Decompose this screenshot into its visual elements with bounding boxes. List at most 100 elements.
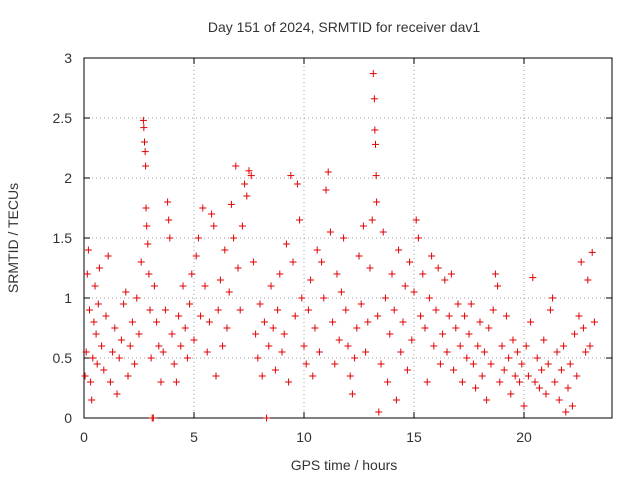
data-point [318, 258, 326, 266]
x-tick-label: 15 [406, 429, 422, 445]
data-point [315, 348, 323, 356]
data-point [247, 172, 255, 180]
data-point [425, 294, 433, 302]
data-point [157, 378, 165, 386]
data-point [141, 138, 148, 146]
data-point [258, 372, 266, 380]
data-point [282, 240, 290, 248]
data-point [232, 162, 240, 170]
y-tick-label: 2 [64, 170, 72, 186]
data-point [186, 300, 194, 308]
data-point [436, 360, 444, 368]
data-point [92, 330, 100, 338]
data-point [104, 252, 112, 260]
data-point [588, 248, 596, 256]
data-point [522, 342, 530, 350]
data-point [357, 300, 365, 308]
data-point [469, 360, 477, 368]
data-point [507, 390, 515, 398]
data-point [412, 216, 420, 224]
data-point [463, 354, 471, 362]
data-point [450, 366, 458, 374]
data-point [472, 384, 480, 392]
data-point [126, 342, 134, 350]
data-point [98, 342, 106, 350]
data-point [502, 312, 510, 320]
data-point [509, 336, 517, 344]
data-point [197, 312, 205, 320]
data-point [373, 198, 381, 206]
data-point [190, 336, 198, 344]
data-point [540, 336, 548, 344]
data-point [81, 372, 89, 380]
data-point [88, 396, 96, 404]
data-point [147, 354, 155, 362]
data-point [377, 360, 385, 368]
data-point [304, 306, 312, 314]
data-point [201, 282, 209, 290]
data-point [395, 246, 403, 254]
data-point [212, 372, 220, 380]
data-point [254, 354, 262, 362]
data-point [340, 234, 348, 242]
data-point [372, 140, 379, 148]
data-point [194, 234, 202, 242]
data-point [337, 288, 345, 296]
data-point [555, 396, 563, 404]
data-point [199, 204, 207, 212]
data-point [529, 274, 537, 282]
data-point [388, 270, 396, 278]
data-point [575, 312, 583, 320]
data-point [513, 348, 521, 356]
data-point [142, 162, 150, 170]
data-point [269, 324, 277, 332]
data-point [245, 167, 253, 175]
data-point [324, 168, 332, 176]
data-point [390, 306, 398, 314]
data-point [137, 258, 145, 266]
data-point [496, 378, 504, 386]
data-point [577, 258, 585, 266]
data-point [428, 252, 436, 260]
data-point [128, 318, 136, 326]
data-point [210, 222, 218, 230]
data-point [243, 192, 251, 200]
data-point [287, 172, 295, 180]
x-tick-label: 10 [296, 429, 312, 445]
data-point [326, 228, 334, 236]
data-point [370, 95, 378, 103]
data-point [296, 216, 304, 224]
data-point [111, 324, 119, 332]
data-point [586, 342, 594, 350]
data-point [90, 318, 98, 326]
data-point [219, 342, 227, 350]
data-point [452, 324, 460, 332]
data-point [221, 246, 229, 254]
data-point [419, 270, 427, 278]
data-point [322, 186, 330, 194]
data-point [175, 312, 183, 320]
data-point [544, 360, 552, 368]
data-point [133, 294, 141, 302]
data-point [491, 270, 499, 278]
data-point [153, 318, 161, 326]
data-point [223, 324, 231, 332]
data-point [375, 408, 383, 416]
data-point [568, 402, 576, 410]
data-point [399, 318, 407, 326]
data-point [203, 348, 211, 356]
x-axis-label: GPS time / hours [291, 457, 398, 473]
data-point [236, 306, 244, 314]
data-point [170, 360, 178, 368]
data-point [183, 354, 191, 362]
data-point [359, 222, 367, 230]
data-point [122, 288, 130, 296]
data-point [489, 306, 497, 314]
data-point [159, 348, 167, 356]
data-point [571, 330, 579, 338]
data-point [168, 330, 176, 338]
data-point [348, 390, 356, 398]
y-tick-label: 2.5 [53, 110, 73, 126]
data-point [458, 378, 466, 386]
